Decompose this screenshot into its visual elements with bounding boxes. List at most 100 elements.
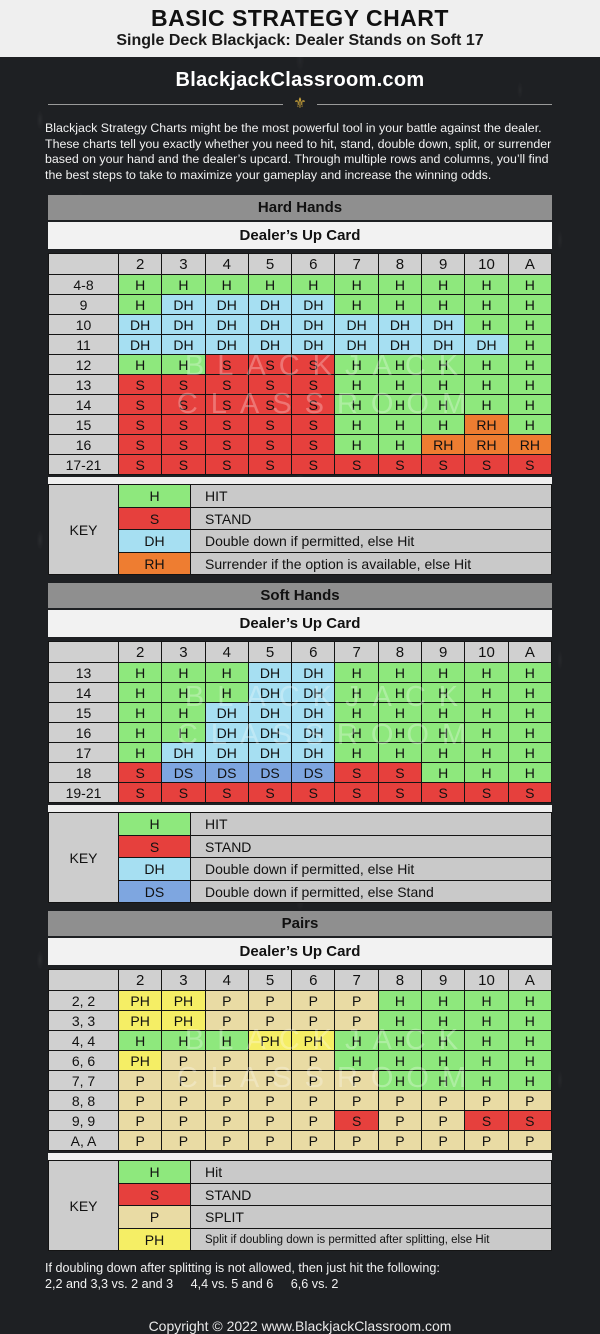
strategy-cell: DH [377,334,423,356]
table-row: 9 H DH DH DH DH H H H H H [48,294,553,316]
strategy-cell: PH [117,1010,163,1032]
strategy-cell: H [507,742,553,764]
column-header-9: 9 [421,969,466,992]
key-description: STAND [190,1182,552,1207]
strategy-cell: DH [247,334,293,356]
strategy-cell: P [161,1110,206,1132]
strategy-cell: S [464,454,509,476]
strategy-cell: S [334,1110,379,1132]
strategy-cell: P [464,1090,509,1112]
key-swatch-h: H [118,812,191,836]
strategy-cell: H [464,354,509,376]
strategy-table: 2 3 4 5 6 7 8 9 10 A 2, 2 PH PH P P P P H H H H 3, 3 PH PH P P P P H… [48,969,553,1152]
strategy-cell: S [204,782,249,804]
strategy-cell: P [291,1050,336,1072]
strategy-cell: S [117,374,163,396]
key-description: STAND [190,506,552,531]
row-label: 16 [48,722,119,744]
strategy-cell: S [247,354,293,376]
strategy-cell: S [204,374,249,396]
strategy-cell: P [507,1090,553,1112]
strategy-cell: H [161,274,206,296]
strategy-cell: H [421,294,466,316]
table-row: 11 DH DH DH DH DH DH DH DH DH H [48,334,553,356]
strategy-cell: H [464,682,509,704]
strategy-cell: P [204,990,249,1012]
strategy-cell: DH [204,722,249,744]
strategy-cell: DH [421,334,466,356]
strategy-cell: S [291,782,336,804]
strategy-cell: P [204,1050,249,1072]
table-row: 13 H H H DH DH H H H H H [48,662,553,684]
strategy-cell: S [117,394,163,416]
strategy-cell: P [247,1110,293,1132]
key-description: SPLIT [190,1205,552,1229]
strategy-cell: DH [247,314,293,336]
strategy-cell: S [204,394,249,416]
strategy-cell: H [464,762,509,784]
strategy-cell: H [507,762,553,784]
column-header-a: A [507,641,553,664]
strategy-cell: H [334,722,379,744]
strategy-cell: H [334,354,379,376]
strategy-cell: S [247,374,293,396]
strategy-cell: PH [161,1010,206,1032]
strategy-cell: H [421,662,466,684]
strategy-cell: H [377,414,423,436]
strategy-table-wrap: 2 3 4 5 6 7 8 9 10 A 13 H H H DH DH H H H H H 14 H H H DH DH H H H H H 1… [48,641,553,804]
table-row: 19-21 S S S S S S S S S S [48,782,553,804]
strategy-cell: DH [117,314,163,336]
strategy-cell: P [291,1090,336,1112]
strategy-cell: S [117,782,163,804]
table-row: 16 H H DH DH DH H H H H H [48,722,553,744]
table-row: 6, 6 PH P P P P H H H H H [48,1050,553,1072]
strategy-table: 2 3 4 5 6 7 8 9 10 A 13 H H H DH DH H H H H H 14 H H H DH DH H H H H H 1… [48,641,553,804]
strategy-cell: S [334,762,379,784]
strategy-cell: H [117,702,163,724]
strategy-cell: H [507,682,553,704]
section-pairs: Pairs Dealer’s Up Card 2 3 4 5 6 7 8 9 10 A 2, 2 PH… [48,911,553,1252]
spacer-bar [48,1153,552,1161]
table-row: 13 S S S S S H H H H H [48,374,553,396]
key-row: KEY H HIT [48,484,552,576]
row-label: 14 [48,682,119,704]
row-label: 13 [48,374,119,396]
strategy-cell: P [117,1090,163,1112]
key-swatch-p: P [118,1205,191,1229]
key-table: KEY H HIT S STAND DH Double down if permitted,… [48,484,552,576]
strategy-cell: DH [247,722,293,744]
strategy-cell: H [421,1070,466,1092]
strategy-cell: H [507,722,553,744]
strategy-cell: H [421,742,466,764]
strategy-cell: P [377,1090,423,1112]
strategy-cell: P [117,1130,163,1152]
key-row: DH Double down if permitted, else Hit [49,857,552,881]
strategy-cell: P [291,990,336,1012]
row-label: 17-21 [48,454,119,476]
strategy-cell: P [117,1110,163,1132]
row-label: 17 [48,742,119,764]
strategy-cell: S [291,414,336,436]
strategy-cell: DH [291,334,336,356]
column-header-2: 2 [117,253,163,276]
key-table: KEY H HIT S STAND DH Double down if permitted,… [48,812,552,904]
strategy-cell: H [334,394,379,416]
key-description: Hit [190,1160,552,1184]
section-title: Pairs [48,911,552,937]
row-label: 11 [48,334,119,356]
strategy-cell: P [247,1070,293,1092]
strategy-cell: S [507,1110,553,1132]
strategy-cell: H [161,1030,206,1052]
column-header-2: 2 [117,969,163,992]
footnote-rule-1: 2,2 and 3,3 vs. 2 and 3 [45,1277,174,1292]
column-header-4: 4 [204,969,249,992]
strategy-cell: P [247,1130,293,1152]
column-header-a: A [507,969,553,992]
strategy-cell: P [334,990,379,1012]
footnote-rule-2: 4,4 vs. 5 and 6 [190,1277,274,1292]
fleur-de-lis-icon: ⚜ [293,95,307,112]
row-label: 8, 8 [48,1090,119,1112]
strategy-cell: DH [291,294,336,316]
